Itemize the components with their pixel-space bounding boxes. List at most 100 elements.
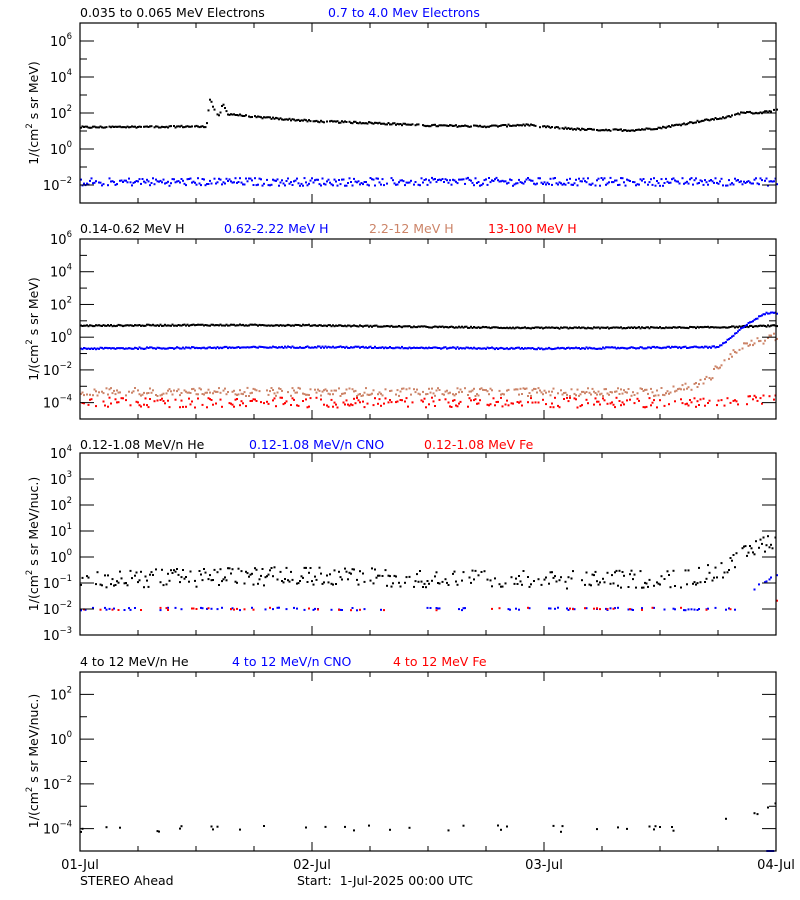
- data-point: [431, 176, 433, 179]
- data-point: [653, 399, 655, 402]
- data-point: [266, 575, 268, 578]
- data-point: [620, 388, 622, 391]
- data-point: [396, 325, 399, 328]
- data-point: [525, 387, 528, 390]
- data-point: [239, 323, 241, 326]
- data-point: [201, 346, 204, 349]
- data-point: [540, 181, 543, 184]
- data-point: [548, 582, 550, 585]
- data-point: [597, 583, 600, 586]
- data-point: [468, 178, 471, 181]
- data-point: [389, 399, 391, 401]
- data-point: [285, 566, 288, 569]
- data-point: [413, 183, 415, 186]
- data-point: [629, 326, 631, 329]
- data-point: [525, 347, 528, 350]
- data-point: [506, 125, 508, 128]
- data-point: [593, 390, 595, 393]
- data-point: [315, 119, 318, 122]
- data-point: [240, 400, 243, 403]
- data-point: [687, 404, 690, 407]
- data-point: [338, 387, 340, 390]
- data-point: [365, 387, 367, 390]
- data-point: [390, 585, 393, 588]
- data-point: [627, 347, 630, 350]
- data-point: [575, 346, 577, 349]
- data-point: [153, 183, 156, 186]
- data-point: [621, 327, 624, 330]
- data-point: [207, 324, 210, 327]
- data-point: [266, 116, 268, 119]
- data-point: [599, 393, 601, 396]
- data-point: [179, 406, 181, 409]
- data-point: [308, 323, 310, 326]
- data-point: [141, 324, 144, 327]
- data-point: [732, 325, 735, 328]
- data-point: [339, 345, 342, 348]
- data-point: [686, 180, 688, 183]
- legend-hi-cno: 4 to 12 MeV/n CNO: [232, 654, 352, 669]
- data-point: [264, 116, 267, 119]
- data-point: [716, 404, 718, 407]
- data-point: [704, 378, 706, 381]
- data-point: [219, 568, 222, 571]
- data-point: [680, 347, 682, 350]
- data-point: [107, 405, 109, 408]
- data-point: [344, 184, 346, 187]
- data-point: [290, 570, 292, 573]
- data-point: [359, 393, 361, 395]
- data-point: [758, 546, 760, 549]
- data-point: [159, 609, 162, 612]
- data-point: [314, 575, 316, 578]
- data-point: [297, 404, 300, 407]
- data-point: [638, 128, 640, 131]
- data-point: [687, 608, 690, 611]
- data-point: [764, 325, 766, 327]
- data-point: [296, 582, 298, 585]
- data-point: [329, 393, 331, 396]
- data-point: [195, 346, 198, 349]
- data-point: [737, 330, 739, 333]
- data-point: [80, 324, 82, 327]
- data-point: [285, 400, 288, 403]
- data-point: [618, 347, 621, 350]
- data-point: [114, 183, 117, 186]
- data-point: [354, 120, 357, 123]
- data-point: [594, 392, 597, 394]
- data-point: [377, 574, 379, 577]
- data-point: [233, 346, 235, 349]
- data-point: [290, 394, 292, 397]
- data-point: [674, 179, 676, 182]
- data-point: [224, 345, 226, 348]
- data-point: [663, 578, 666, 580]
- data-point: [446, 124, 448, 127]
- data-point: [185, 390, 187, 393]
- data-point: [425, 325, 427, 328]
- data-point: [428, 125, 430, 128]
- data-point: [549, 326, 552, 329]
- data-point: [294, 391, 297, 394]
- data-point: [735, 400, 738, 403]
- data-point: [125, 399, 127, 402]
- data-point: [290, 119, 292, 122]
- data-point: [765, 580, 768, 583]
- data-point: [240, 346, 243, 349]
- data-point: [147, 406, 150, 409]
- data-point: [548, 183, 550, 186]
- data-point: [299, 324, 301, 327]
- data-point: [537, 177, 540, 180]
- data-point: [318, 389, 321, 392]
- data-point: [339, 576, 342, 579]
- data-point: [482, 347, 484, 350]
- data-point: [696, 609, 699, 611]
- data-point: [396, 183, 399, 186]
- data-point: [516, 401, 519, 403]
- data-point: [557, 392, 559, 395]
- data-point: [234, 398, 237, 401]
- series-4-to-12-mev-n-he: [80, 802, 777, 833]
- data-point: [426, 326, 429, 328]
- data-point: [606, 346, 609, 349]
- data-point: [341, 346, 343, 349]
- data-point: [404, 122, 406, 125]
- data-point: [137, 324, 139, 327]
